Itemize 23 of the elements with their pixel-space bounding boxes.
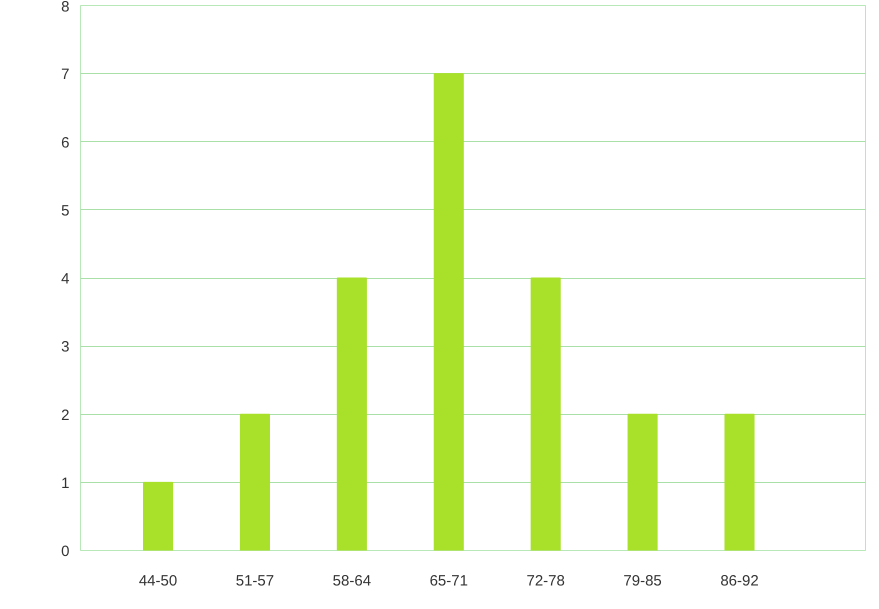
x-tick-label: 86-92 [720, 572, 759, 590]
x-tick-label: 44-50 [138, 572, 178, 590]
bar [434, 73, 464, 550]
y-tick-label: 5 [61, 202, 70, 220]
x-tick-label: 65-71 [430, 572, 468, 590]
y-tick-label: 2 [61, 406, 70, 424]
x-tick-label: 72-78 [526, 572, 565, 590]
x-tick-label: 58-64 [332, 572, 372, 590]
y-tick-label: 4 [61, 270, 70, 288]
bar [240, 414, 270, 550]
y-tick-label: 1 [61, 474, 70, 492]
bar [628, 414, 658, 550]
bar [336, 278, 367, 550]
bar [530, 278, 561, 550]
bar [724, 414, 755, 550]
bar [142, 482, 174, 550]
x-tick-label: 51-57 [236, 572, 274, 590]
y-tick-label: 3 [61, 338, 70, 356]
y-tick-label: 8 [61, 0, 70, 16]
y-tick-label: 0 [61, 543, 70, 560]
y-tick-label: 6 [61, 134, 70, 152]
y-tick-label: 7 [61, 66, 70, 84]
x-tick-label: 79-85 [623, 572, 662, 590]
